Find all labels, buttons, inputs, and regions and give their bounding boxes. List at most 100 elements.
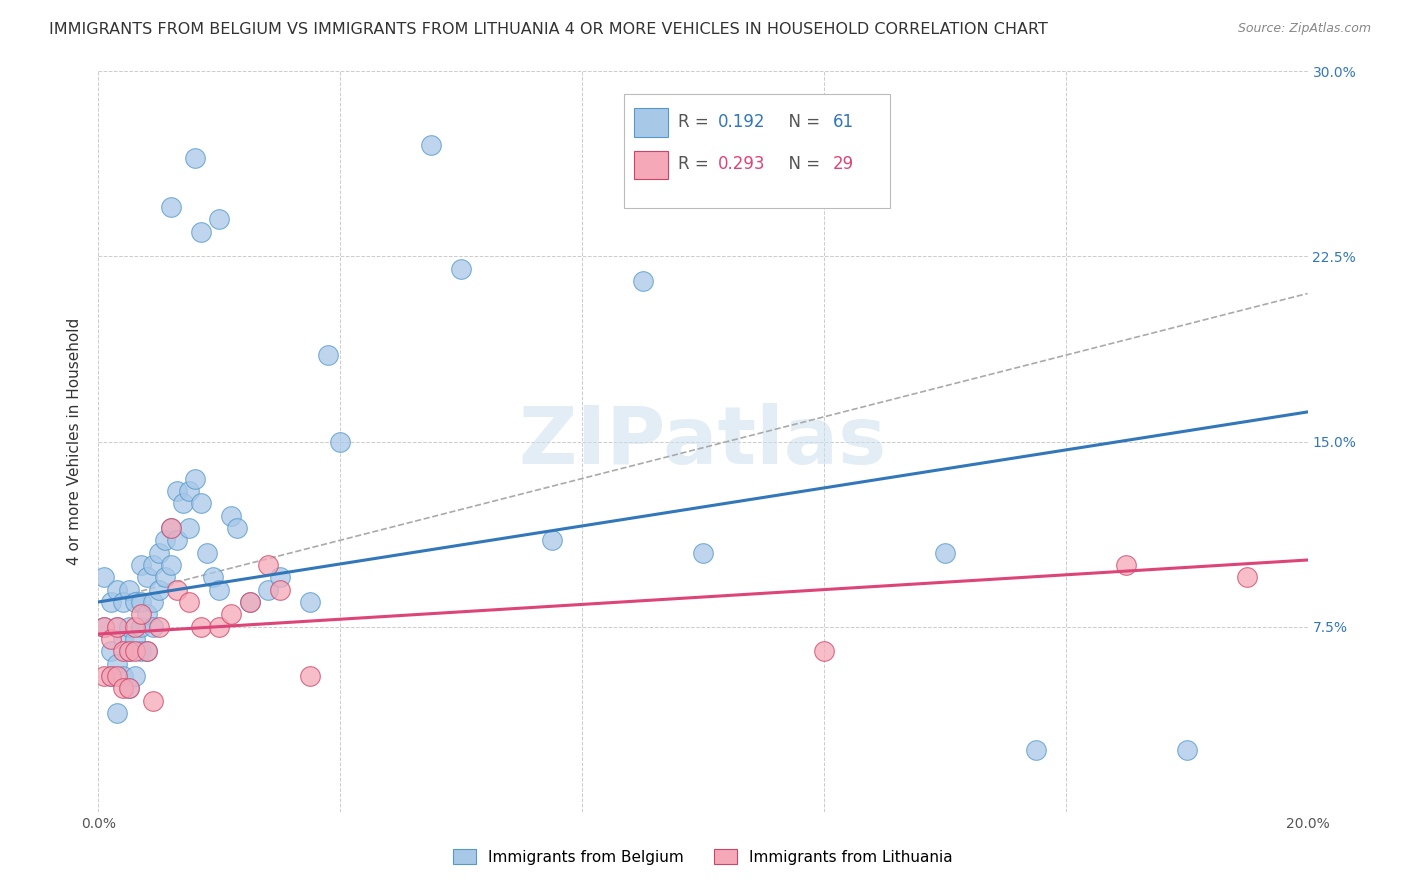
Text: N =: N =	[778, 112, 825, 131]
Point	[142, 694, 165, 708]
Legend: Immigrants from Belgium, Immigrants from Lithuania: Immigrants from Belgium, Immigrants from…	[447, 843, 959, 871]
Point	[269, 570, 291, 584]
Point	[256, 582, 278, 597]
Point	[166, 533, 188, 548]
Text: Source: ZipAtlas.com: Source: ZipAtlas.com	[1237, 22, 1371, 36]
Text: R =: R =	[678, 112, 714, 131]
Point	[692, 546, 714, 560]
Point	[329, 434, 352, 449]
Point	[813, 644, 835, 658]
Point	[111, 669, 134, 683]
Y-axis label: 4 or more Vehicles in Household: 4 or more Vehicles in Household	[67, 318, 83, 566]
Point	[93, 619, 115, 633]
Text: 0.192: 0.192	[717, 112, 765, 131]
Point	[111, 632, 134, 646]
Text: N =: N =	[778, 155, 825, 173]
Point	[208, 212, 231, 227]
Point	[135, 644, 157, 658]
Point	[450, 261, 472, 276]
Point	[105, 619, 128, 633]
Point	[195, 546, 218, 560]
Point	[316, 348, 339, 362]
Point	[256, 558, 278, 572]
Point	[160, 558, 183, 572]
Point	[105, 619, 128, 633]
Point	[172, 496, 194, 510]
Text: 29: 29	[832, 155, 853, 173]
Point	[166, 582, 188, 597]
Point	[118, 619, 141, 633]
Point	[93, 669, 115, 683]
Point	[100, 595, 122, 609]
Point	[105, 582, 128, 597]
Point	[118, 681, 141, 696]
Point	[299, 669, 322, 683]
Point	[1115, 558, 1137, 572]
Point	[100, 669, 122, 683]
Point	[934, 546, 956, 560]
Point	[160, 521, 183, 535]
Point	[129, 558, 152, 572]
Point	[239, 595, 262, 609]
Point	[1175, 743, 1198, 757]
Point	[420, 138, 443, 153]
Point	[124, 632, 146, 646]
Point	[190, 496, 212, 510]
Point	[100, 632, 122, 646]
Point	[118, 681, 141, 696]
Point	[221, 607, 243, 622]
Point	[100, 644, 122, 658]
Point	[160, 521, 183, 535]
Point	[160, 200, 183, 214]
Point	[190, 225, 212, 239]
Point	[105, 657, 128, 671]
Point	[111, 595, 134, 609]
Point	[93, 570, 115, 584]
Text: ZIPatlas: ZIPatlas	[519, 402, 887, 481]
Point	[129, 619, 152, 633]
Point	[208, 619, 231, 633]
Point	[118, 644, 141, 658]
Point	[184, 471, 207, 485]
Point	[631, 274, 654, 288]
Text: 0.293: 0.293	[717, 155, 765, 173]
Point	[190, 619, 212, 633]
Point	[142, 595, 165, 609]
Point	[148, 546, 170, 560]
Point	[93, 619, 115, 633]
FancyBboxPatch shape	[634, 151, 668, 178]
Point	[111, 644, 134, 658]
Point	[135, 644, 157, 658]
FancyBboxPatch shape	[634, 109, 668, 136]
Point	[1024, 743, 1046, 757]
Text: R =: R =	[678, 155, 714, 173]
Point	[269, 582, 291, 597]
Point	[142, 558, 165, 572]
Point	[148, 582, 170, 597]
Point	[540, 533, 562, 548]
Text: 61: 61	[832, 112, 853, 131]
Point	[166, 483, 188, 498]
Point	[184, 151, 207, 165]
Point	[179, 521, 201, 535]
Point	[105, 669, 128, 683]
Point	[118, 644, 141, 658]
Point	[299, 595, 322, 609]
Point	[135, 570, 157, 584]
Point	[1236, 570, 1258, 584]
Point	[153, 570, 176, 584]
Point	[129, 644, 152, 658]
Point	[111, 681, 134, 696]
Point	[118, 582, 141, 597]
Point	[202, 570, 225, 584]
Point	[100, 669, 122, 683]
Point	[153, 533, 176, 548]
Point	[135, 607, 157, 622]
Point	[124, 595, 146, 609]
Point	[124, 619, 146, 633]
Point	[208, 582, 231, 597]
Point	[142, 619, 165, 633]
Point	[221, 508, 243, 523]
Point	[124, 669, 146, 683]
Point	[226, 521, 249, 535]
